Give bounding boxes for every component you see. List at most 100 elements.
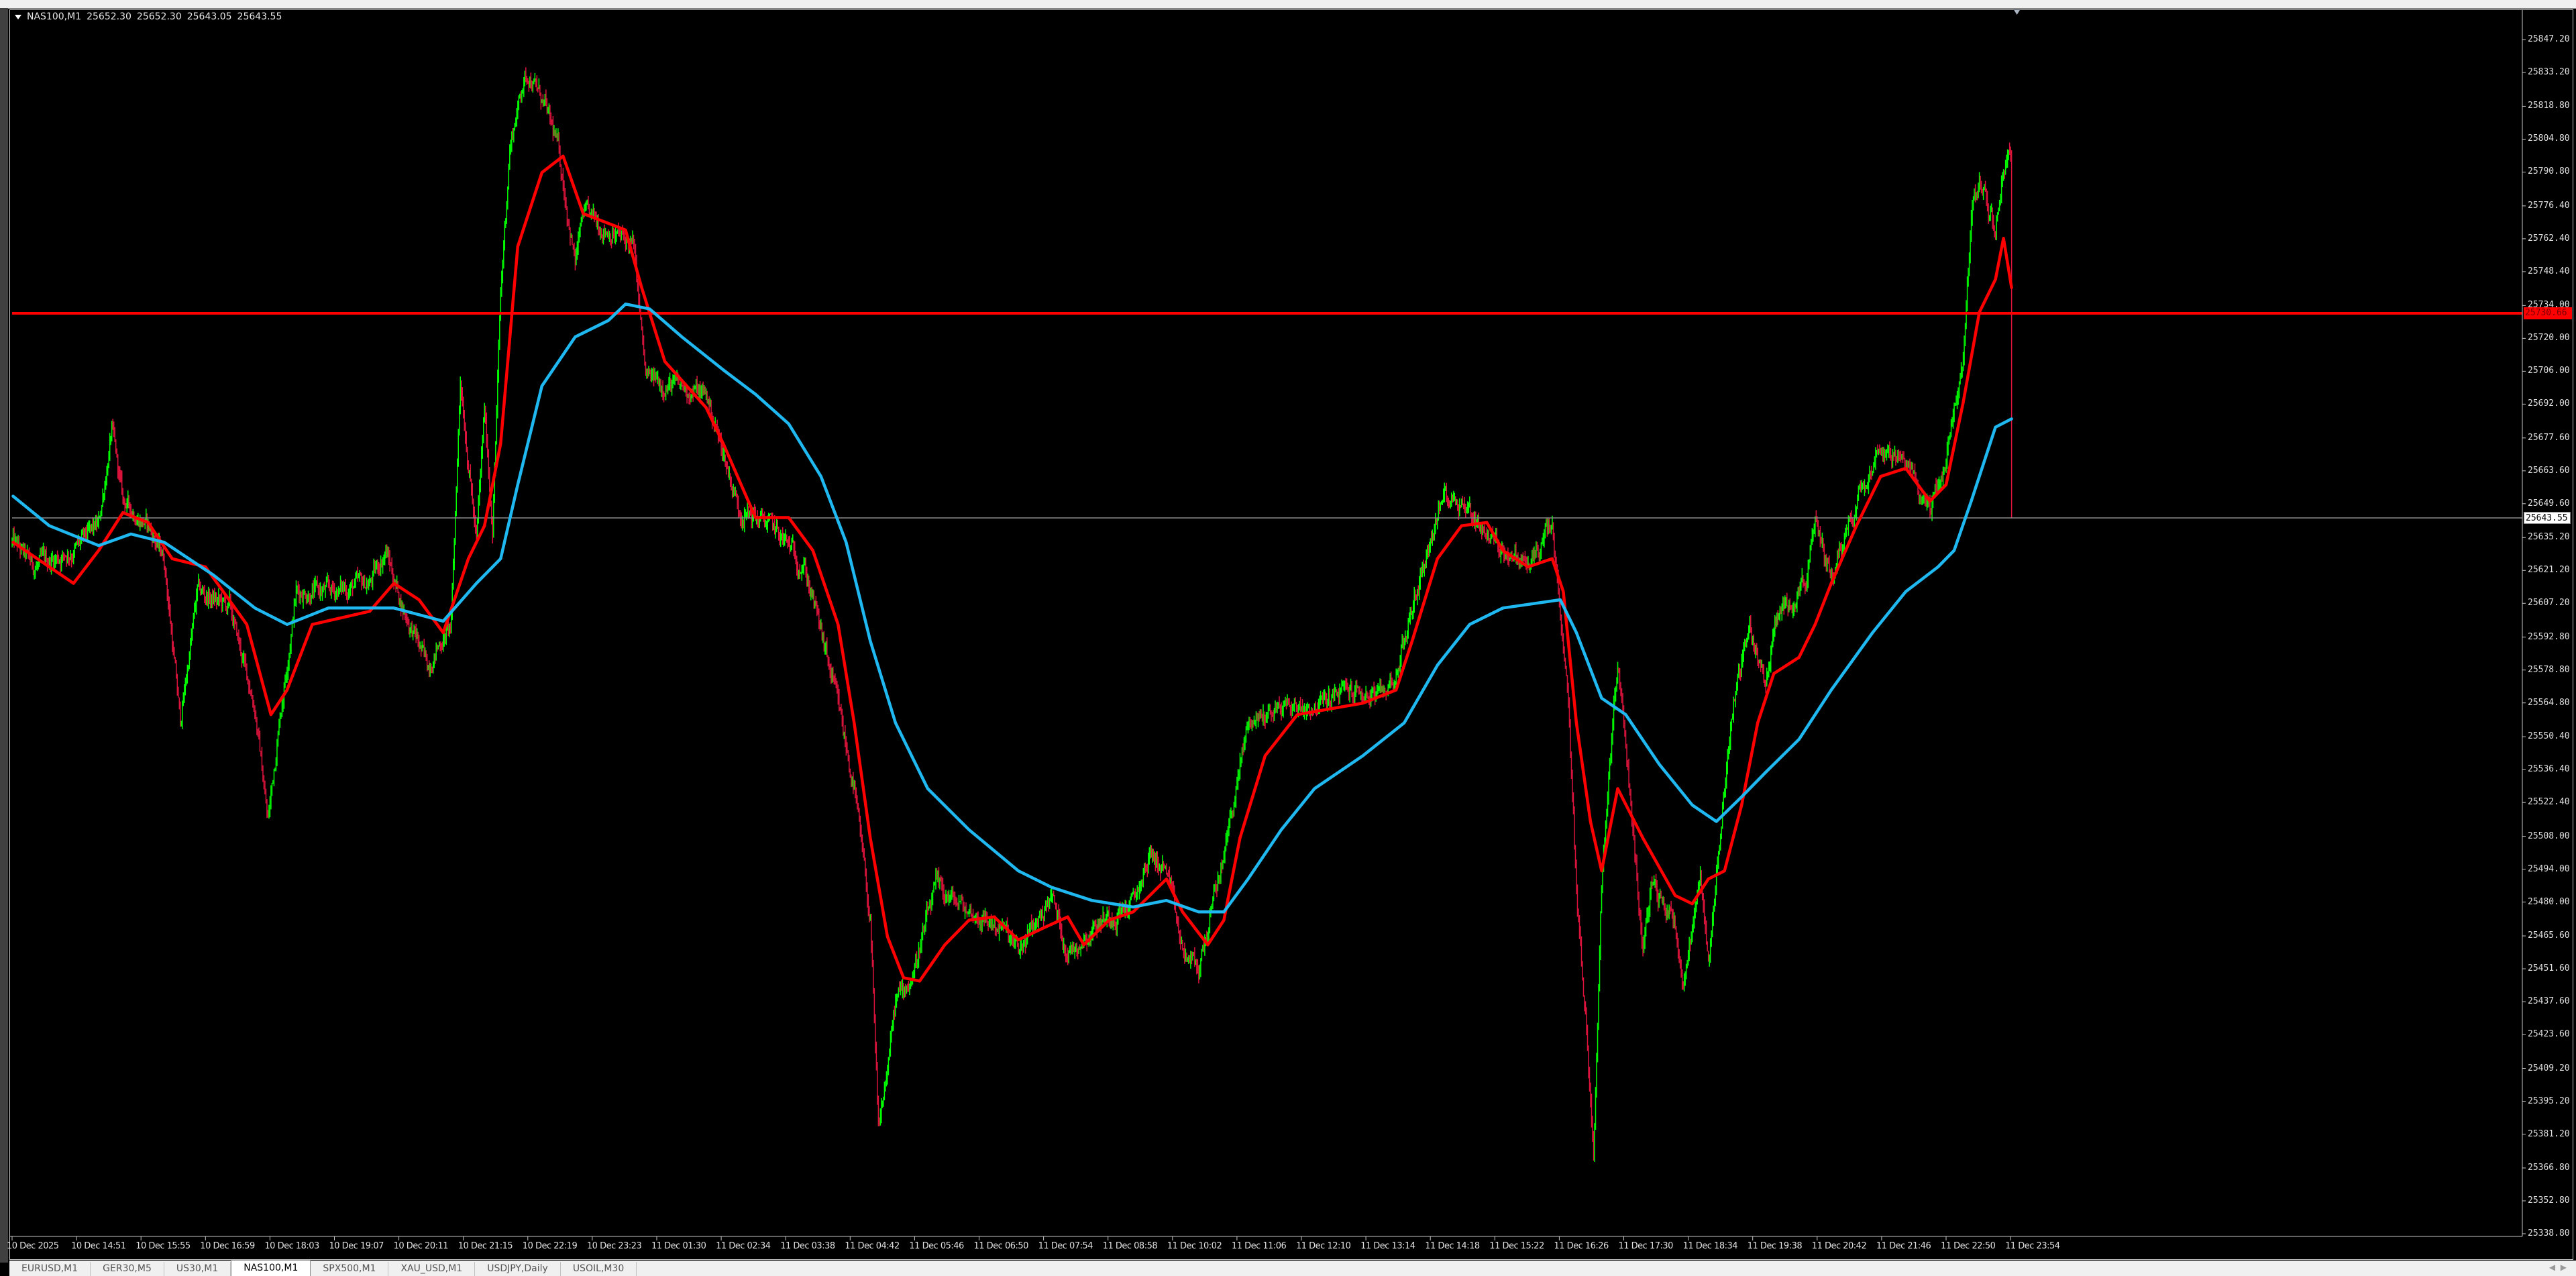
candle: [1380, 679, 1382, 694]
candle: [1780, 606, 1782, 615]
candle: [1626, 743, 1627, 767]
collapse-triangle-icon[interactable]: [15, 14, 21, 19]
candle: [386, 544, 388, 558]
candle: [413, 624, 415, 634]
candle: [1947, 436, 1949, 456]
chart-tab[interactable]: USOIL,M30: [561, 1262, 637, 1276]
price-tick-label: 25423.60: [2528, 1029, 2570, 1040]
time-tick-label: 11 Dec 17:30: [1618, 1241, 1674, 1251]
candle: [727, 461, 728, 470]
candle: [1621, 688, 1623, 704]
candle: [675, 372, 677, 382]
candle: [250, 690, 252, 696]
candle: [945, 890, 947, 904]
candle: [1868, 474, 1870, 494]
candle: [1880, 447, 1882, 456]
candle: [1615, 686, 1617, 702]
candle: [1404, 630, 1406, 645]
candle: [343, 580, 344, 594]
candle: [1020, 939, 1021, 959]
candle: [1321, 695, 1322, 700]
candle: [800, 572, 802, 574]
candle: [791, 537, 793, 551]
candle: [1645, 917, 1647, 937]
candle: [367, 580, 368, 589]
candle: [988, 916, 990, 928]
candle: [1625, 730, 1627, 749]
candle: [1721, 826, 1722, 839]
candle: [1813, 523, 1815, 535]
candle: [1052, 893, 1053, 904]
candle: [570, 233, 572, 239]
candle: [311, 594, 312, 604]
candle: [621, 230, 623, 241]
candle: [1247, 721, 1249, 734]
candle: [289, 643, 291, 659]
candle: [1746, 637, 1748, 648]
chart-tab[interactable]: NAS100,M1: [231, 1260, 311, 1276]
candle: [1299, 700, 1300, 711]
candle: [1028, 928, 1029, 938]
candle: [287, 659, 289, 680]
candle: [1421, 562, 1423, 578]
candle: [424, 647, 426, 657]
candle: [184, 677, 186, 696]
candle: [930, 900, 932, 915]
candle: [666, 385, 667, 392]
candle: [901, 979, 902, 992]
candle: [661, 385, 663, 398]
candle: [665, 385, 667, 401]
candle: [478, 495, 480, 524]
candle: [861, 825, 862, 843]
candle: [1998, 207, 1999, 215]
candle: [1723, 788, 1725, 798]
chart-tab[interactable]: EURUSD,M1: [9, 1262, 91, 1276]
candle: [989, 918, 991, 928]
time-tick-label: 11 Dec 04:42: [845, 1241, 900, 1251]
candle: [1894, 445, 1896, 457]
candle: [578, 227, 580, 243]
candle: [865, 868, 867, 892]
candle: [641, 317, 643, 331]
candle: [837, 684, 839, 705]
candle: [1725, 777, 1726, 798]
candle: [775, 517, 777, 533]
candle: [1996, 212, 1998, 222]
candle: [1885, 449, 1886, 458]
candle: [211, 594, 213, 608]
tab-scroll-arrows[interactable]: ◀ ▶: [2548, 1263, 2567, 1272]
candle: [1503, 545, 1505, 563]
candle: [556, 133, 558, 142]
candle: [910, 980, 912, 990]
candle: [408, 619, 410, 635]
chart-tab[interactable]: GER30,M5: [91, 1262, 164, 1276]
candle: [788, 536, 790, 547]
price-tick-label: 25536.40: [2528, 764, 2570, 775]
candle: [178, 697, 180, 710]
candle: [1481, 522, 1483, 540]
candle: [1188, 955, 1189, 964]
chart-window[interactable]: [9, 9, 2573, 1260]
candle: [2000, 175, 2002, 204]
candle: [1413, 586, 1415, 613]
candle: [236, 621, 237, 636]
candle: [1239, 753, 1241, 780]
chart-tab[interactable]: USDJPY,Daily: [475, 1262, 561, 1276]
candle: [97, 516, 99, 527]
candle: [1776, 613, 1778, 627]
candle: [847, 750, 849, 761]
candle: [341, 580, 342, 595]
candle: [369, 575, 370, 587]
chart-tab[interactable]: XAU_USD,M1: [388, 1262, 476, 1276]
candle: [1927, 495, 1929, 508]
candle: [1028, 922, 1030, 934]
candle: [48, 557, 49, 568]
candle: [1709, 938, 1711, 963]
chart-tab[interactable]: US30,M1: [164, 1262, 231, 1276]
chart-shift-marker-icon[interactable]: [2013, 9, 2021, 15]
chart-tab[interactable]: SPX500,M1: [311, 1262, 389, 1276]
candle: [727, 466, 729, 478]
candle: [924, 924, 926, 935]
candle: [709, 398, 711, 407]
